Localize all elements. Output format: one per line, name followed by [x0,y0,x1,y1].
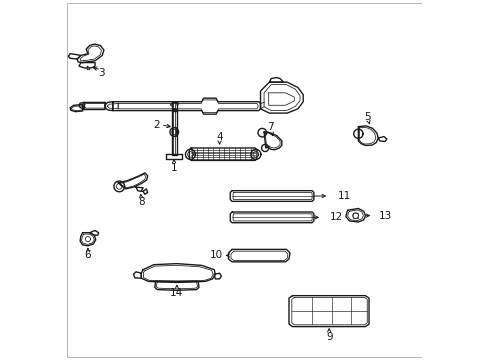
Text: 12: 12 [329,212,343,222]
Text: 11: 11 [337,191,350,201]
Text: 4: 4 [216,132,223,142]
Text: 3: 3 [98,68,104,78]
Text: 6: 6 [84,251,91,260]
Text: 10: 10 [209,251,222,260]
Text: 8: 8 [138,197,144,207]
Text: 1: 1 [170,163,177,172]
Text: 2: 2 [153,120,159,130]
Text: 14: 14 [170,288,183,298]
Text: 9: 9 [325,332,332,342]
Text: 13: 13 [378,211,391,221]
Text: 5: 5 [363,112,370,122]
Text: 7: 7 [266,122,273,132]
